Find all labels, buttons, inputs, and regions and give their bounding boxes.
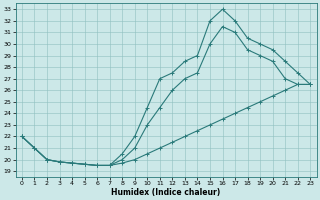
X-axis label: Humidex (Indice chaleur): Humidex (Indice chaleur) <box>111 188 221 197</box>
